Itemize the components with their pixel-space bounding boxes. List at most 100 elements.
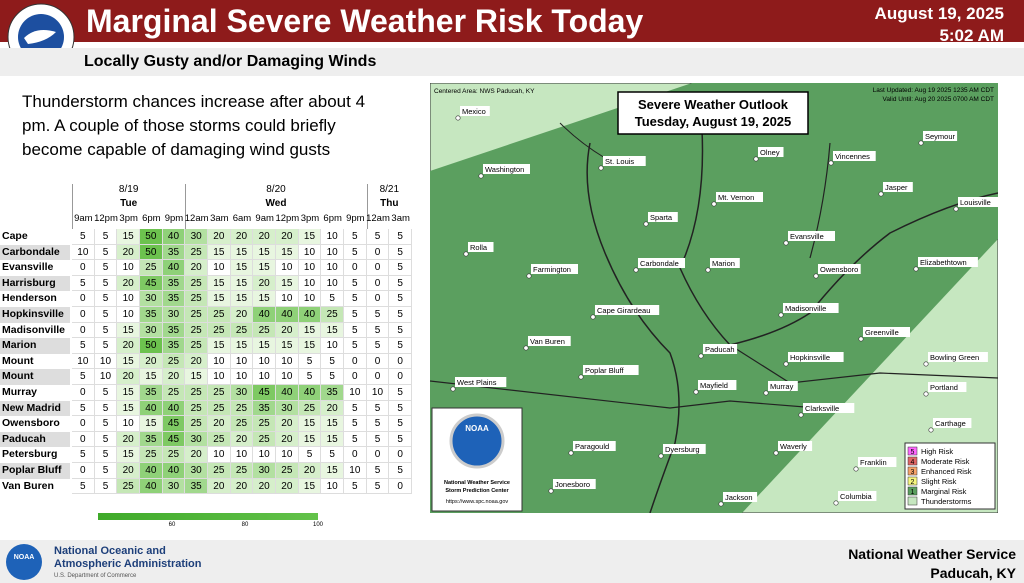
probability-cell: 0 xyxy=(344,260,367,276)
city-dot xyxy=(450,386,456,392)
probability-cell: 5 xyxy=(366,416,390,432)
city-label-bg xyxy=(603,156,646,166)
probability-cell: 5 xyxy=(389,291,412,307)
city-dot xyxy=(858,336,864,342)
probability-cell: 10 xyxy=(321,478,344,495)
probability-cell: 45 xyxy=(162,416,186,432)
probability-cell: 50 xyxy=(140,338,163,354)
probability-cell: 0 xyxy=(366,291,390,307)
location: Evansville xyxy=(0,260,70,276)
city-label-bg xyxy=(595,305,660,315)
location: Petersburg xyxy=(0,447,70,463)
probability-cell: 0 xyxy=(72,463,95,479)
probability-cell: 15 xyxy=(117,385,140,401)
city-label: Olney xyxy=(760,148,780,157)
probability-cell: 5 xyxy=(344,307,367,323)
location: Mount Carmel xyxy=(0,353,70,382)
city-label-bg xyxy=(958,197,998,207)
hour-label: 12pm xyxy=(275,213,300,224)
probability-cell: 5 xyxy=(321,291,344,307)
probability-cell: 25 xyxy=(230,416,254,432)
probability-cell: 15 xyxy=(298,322,322,339)
probability-cell: 10 xyxy=(321,229,344,245)
probability-cell: 25 xyxy=(185,385,208,401)
city-label: Jonesboro xyxy=(555,480,590,489)
city-label-bg xyxy=(803,403,855,413)
probability-cell: 20 xyxy=(117,244,140,261)
city-dot xyxy=(923,391,929,397)
probability-cell: 5 xyxy=(344,275,367,292)
probability-cell: 5 xyxy=(366,307,390,323)
probability-cell: 5 xyxy=(389,260,412,276)
probability-cell: 5 xyxy=(94,400,118,417)
city-label: Carthage xyxy=(935,419,966,428)
probability-cell: 40 xyxy=(140,463,163,479)
city-dot xyxy=(753,156,759,162)
city-dot xyxy=(455,115,461,121)
probability-cell: 40 xyxy=(162,400,186,417)
city-dot xyxy=(578,374,584,380)
probability-cell: 15 xyxy=(230,275,254,292)
probability-cell: 5 xyxy=(72,369,95,385)
city-label: Jackson xyxy=(725,493,753,502)
probability-cell: 10 xyxy=(298,260,322,276)
city-label: Bowling Green xyxy=(930,353,979,362)
probability-cell: 5 xyxy=(94,338,118,354)
city-label: Mexico xyxy=(462,107,486,116)
probability-cell: 25 xyxy=(185,322,208,339)
city-label-bg xyxy=(698,380,737,390)
legend-level: 5 xyxy=(911,449,915,456)
probability-cell: 5 xyxy=(389,416,412,432)
city-label: Waverly xyxy=(780,442,807,451)
logo-url: https://www.spc.noaa.gov xyxy=(446,499,509,505)
probability-cell: 15 xyxy=(117,322,140,339)
city-label: Jasper xyxy=(885,183,908,192)
description: Thunderstorm chances increase after abou… xyxy=(22,92,366,159)
probability-cell: 30 xyxy=(140,322,163,339)
date: August 19, 2025 xyxy=(874,4,1004,23)
footer-bar xyxy=(0,540,1024,583)
city-label-bg xyxy=(863,327,910,337)
probability-cell: 50 xyxy=(140,244,163,261)
probability-cell: 10 xyxy=(366,385,390,401)
probability-cell: 10 xyxy=(276,260,299,276)
city-dot xyxy=(833,500,839,506)
probability-cell: 10 xyxy=(117,291,140,307)
probability-cell: 5 xyxy=(72,400,95,417)
probability-cell: 10 xyxy=(298,275,322,292)
probability-cell: 25 xyxy=(140,447,163,463)
city-dot xyxy=(773,450,779,456)
colorbar-labels: 60 80 100 xyxy=(0,522,412,532)
probability-cell: 5 xyxy=(344,431,367,448)
agency-1: National Oceanic and xyxy=(54,545,166,557)
legend-swatch xyxy=(907,456,918,466)
probability-cell: 20 xyxy=(230,431,254,448)
probability-cell: 0 xyxy=(389,447,412,463)
probability-cell: 25 xyxy=(230,463,254,479)
city-label: Evansville xyxy=(790,232,824,241)
city-label: St. Louis xyxy=(605,157,634,166)
probability-cell: 5 xyxy=(94,307,118,323)
probability-cell: 25 xyxy=(208,307,231,323)
day-date: 8/19 xyxy=(118,184,139,195)
probability-cell: 25 xyxy=(162,353,186,370)
probability-cell: 5 xyxy=(94,385,118,401)
city-label-bg xyxy=(758,147,784,157)
probability-cell: 15 xyxy=(253,244,276,261)
probability-cell: 5 xyxy=(298,353,322,370)
city-label-bg xyxy=(483,164,530,174)
probability-cell: 15 xyxy=(253,260,276,276)
probability-cell: 45 xyxy=(140,275,163,292)
city-label: Franklin xyxy=(860,458,887,467)
city-label: Carbondale xyxy=(640,259,679,268)
city-label-bg xyxy=(455,377,507,387)
city-dot xyxy=(853,466,859,472)
city-label-bg xyxy=(788,352,844,362)
city-label: Mayfield xyxy=(700,381,728,390)
probability-cell: 10 xyxy=(253,353,276,370)
probability-cell: 5 xyxy=(94,478,118,495)
city-label: Rolla xyxy=(470,243,488,252)
map-subtitle: Tuesday, August 19, 2025 xyxy=(635,114,792,129)
location: Cape Girardeau xyxy=(0,229,70,257)
probability-cell: 10 xyxy=(321,244,344,261)
